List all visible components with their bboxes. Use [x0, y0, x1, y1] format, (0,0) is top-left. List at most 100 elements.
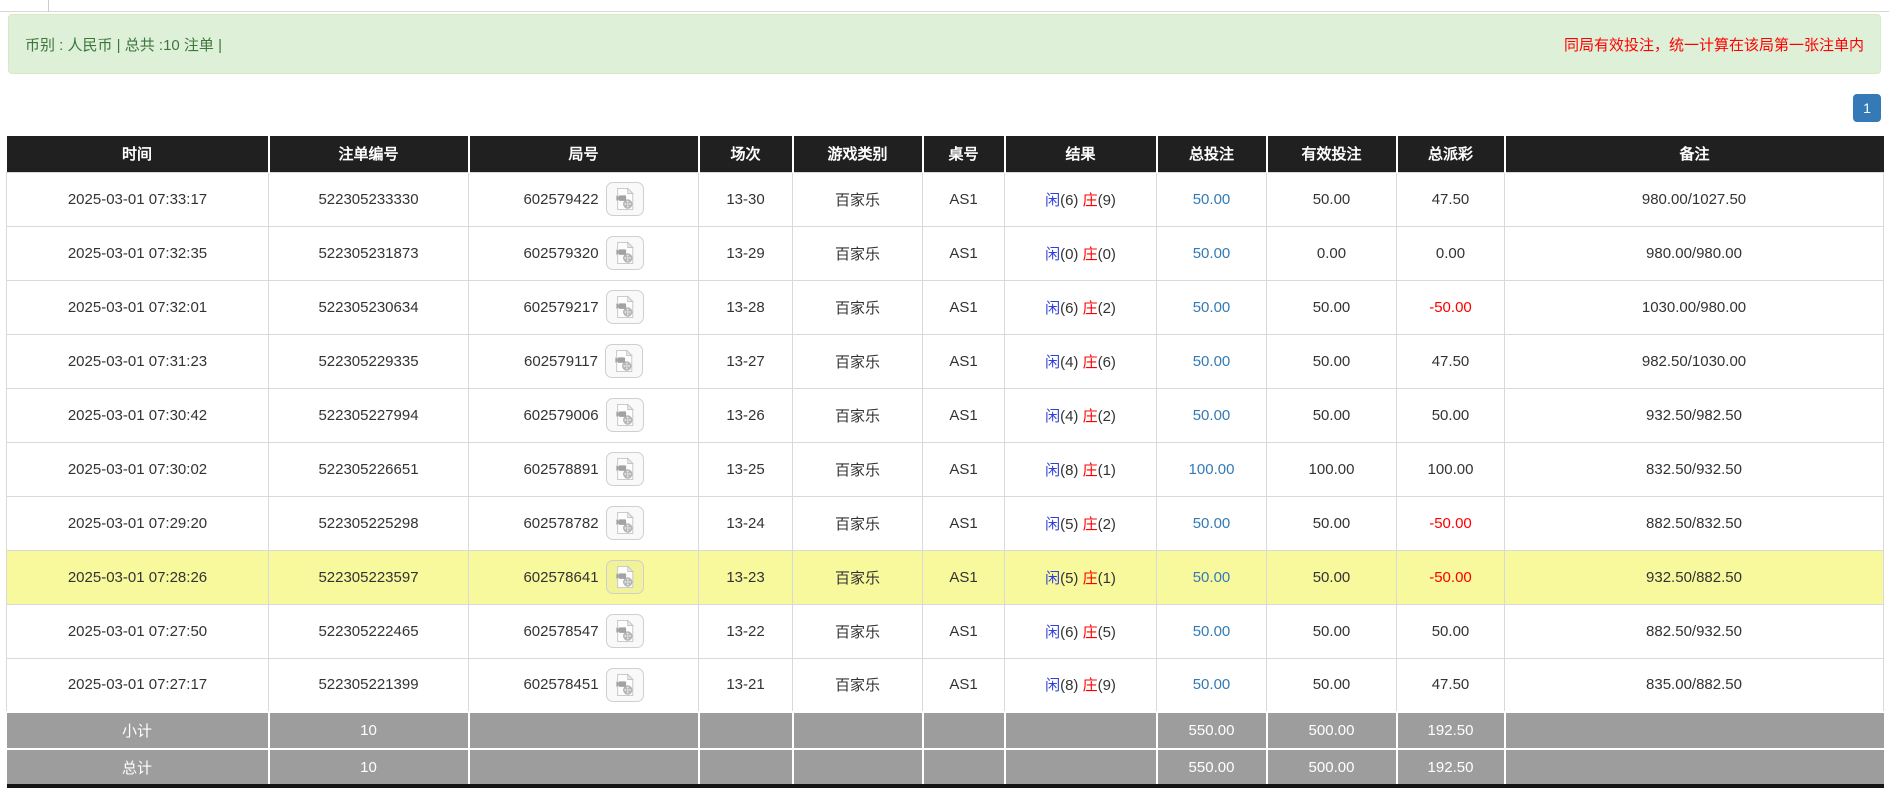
banker-label: 庄 — [1082, 569, 1098, 587]
cell-session: 13-26 — [698, 387, 793, 443]
footer-valid-bet: 500.00 — [1265, 748, 1397, 788]
video-replay-button[interactable] — [605, 452, 644, 486]
cell-time: 2025-03-01 07:28:26 — [6, 549, 269, 605]
video-replay-button[interactable] — [605, 560, 644, 594]
cell-valid-bet: 0.00 — [1266, 225, 1397, 281]
cell-table-no: AS1 — [922, 603, 1005, 659]
bet-row: 2025-03-01 07:33:17 522305233330 602579422… — [6, 171, 1884, 227]
footer-empty-cell — [467, 748, 699, 788]
cell-time: 2025-03-01 07:31:23 — [6, 333, 269, 389]
banker-label: 庄 — [1082, 353, 1098, 371]
cell-payout: 0.00 — [1396, 225, 1505, 281]
cell-bet-no: 522305226651 — [268, 441, 469, 497]
cell-table-no: AS1 — [922, 441, 1005, 497]
column-header-4: 场次 — [697, 136, 793, 172]
video-replay-button[interactable] — [605, 667, 644, 702]
cell-table-no: AS1 — [922, 657, 1005, 713]
footer-empty-cell — [467, 711, 699, 749]
cell-round-no: 602579217 — [468, 279, 699, 335]
total-bet-link[interactable]: 50.00 — [1192, 568, 1231, 586]
banker-label: 庄 — [1082, 677, 1098, 695]
video-replay-button[interactable] — [605, 182, 644, 216]
total-bet-link[interactable]: 50.00 — [1192, 352, 1231, 370]
grand-total-row: 总计 10 550.00 500.00 192.50 — [6, 748, 1884, 788]
video-replay-icon — [615, 457, 634, 480]
footer-count: 10 — [267, 748, 469, 788]
cell-game-type: 百家乐 — [792, 333, 923, 389]
cell-total-bet: 50.00 — [1156, 225, 1267, 281]
cell-session: 13-29 — [698, 225, 793, 281]
footer-count: 10 — [267, 711, 469, 749]
cell-result: 闲(6) 庄(9) — [1004, 171, 1157, 227]
banker-points: (0) — [1097, 245, 1116, 263]
player-points: (4) — [1060, 407, 1083, 425]
bet-row: 2025-03-01 07:27:17 522305221399 602578451… — [6, 657, 1884, 713]
header-row: 时间 注单编号 局号 场次 游戏类别 桌号 结果 总投注 有效投注 总派彩 备注 — [6, 136, 1884, 172]
total-bet-link[interactable]: 50.00 — [1192, 514, 1231, 532]
cell-time: 2025-03-01 07:27:50 — [6, 603, 269, 659]
video-replay-button[interactable] — [605, 290, 644, 324]
banker-points: (1) — [1097, 569, 1116, 587]
player-points: (5) — [1060, 515, 1083, 533]
footer-empty-cell — [697, 711, 793, 749]
cell-bet-no: 522305221399 — [268, 657, 469, 713]
bet-row: 2025-03-01 07:27:50 522305222465 602578547… — [6, 603, 1884, 659]
cell-result: 闲(6) 庄(5) — [1004, 603, 1157, 659]
round-no-group: 602578641 — [523, 560, 644, 594]
round-no-group: 602578782 — [523, 506, 644, 540]
cell-round-no: 602578641 — [468, 549, 699, 605]
cell-table-no: AS1 — [922, 387, 1005, 443]
cell-round-no: 602578782 — [468, 495, 699, 551]
total-bet-link[interactable]: 50.00 — [1192, 676, 1231, 694]
cell-valid-bet: 50.00 — [1266, 387, 1397, 443]
video-replay-button[interactable] — [605, 398, 644, 432]
column-header-9: 有效投注 — [1265, 136, 1397, 172]
total-bet-link[interactable]: 50.00 — [1192, 244, 1231, 262]
banker-label: 庄 — [1082, 407, 1098, 425]
banker-points: (2) — [1097, 299, 1116, 317]
cell-total-bet: 50.00 — [1156, 603, 1267, 659]
cell-session: 13-22 — [698, 603, 793, 659]
video-replay-button[interactable] — [605, 506, 644, 540]
summary-alert: 币别 : 人民币 | 总共 :10 注单 | 同局有效投注，统一计算在该局第一张… — [8, 14, 1881, 74]
total-bet-link[interactable]: 100.00 — [1188, 460, 1235, 478]
banker-points: (1) — [1097, 461, 1116, 479]
cell-valid-bet: 50.00 — [1266, 603, 1397, 659]
column-header-2: 注单编号 — [267, 136, 469, 172]
footer-label: 小计 — [6, 711, 269, 749]
column-header-7: 结果 — [1003, 136, 1157, 172]
cell-round-no: 602578451 — [468, 657, 699, 713]
round-no-text: 602578641 — [523, 568, 599, 586]
video-replay-icon — [615, 511, 634, 534]
cell-result: 闲(8) 庄(9) — [1004, 657, 1157, 713]
round-no-text: 602579422 — [523, 190, 599, 208]
round-no-group: 602579217 — [523, 290, 644, 324]
round-no-group: 602578451 — [523, 667, 644, 702]
pagination-page-button[interactable]: 1 — [1853, 94, 1881, 122]
cell-result: 闲(5) 庄(1) — [1004, 549, 1157, 605]
cell-bet-no: 522305223597 — [268, 549, 469, 605]
video-replay-button[interactable] — [605, 236, 644, 270]
cell-table-no: AS1 — [922, 333, 1005, 389]
cell-total-bet: 100.00 — [1156, 441, 1267, 497]
video-replay-button[interactable] — [605, 614, 644, 648]
total-bet-link[interactable]: 50.00 — [1192, 622, 1231, 640]
total-bet-link[interactable]: 50.00 — [1192, 406, 1231, 424]
player-points: (8) — [1060, 677, 1083, 695]
banker-points: (2) — [1097, 515, 1116, 533]
cell-session: 13-25 — [698, 441, 793, 497]
player-points: (8) — [1060, 461, 1083, 479]
total-bet-link[interactable]: 50.00 — [1192, 190, 1231, 208]
footer-empty-cell — [697, 748, 793, 788]
table-body: 2025-03-01 07:33:17 522305233330 602579422… — [6, 171, 1884, 713]
player-label: 闲 — [1045, 407, 1061, 425]
video-replay-button[interactable] — [604, 344, 643, 378]
total-bet-link[interactable]: 50.00 — [1192, 298, 1231, 316]
bet-row: 2025-03-01 07:30:42 522305227994 602579006… — [6, 387, 1884, 443]
cell-bet-no: 522305222465 — [268, 603, 469, 659]
video-replay-icon — [615, 403, 634, 426]
cell-valid-bet: 100.00 — [1266, 441, 1397, 497]
banker-label: 庄 — [1082, 299, 1098, 317]
cell-remark: 882.50/932.50 — [1504, 603, 1884, 659]
player-label: 闲 — [1045, 461, 1061, 479]
